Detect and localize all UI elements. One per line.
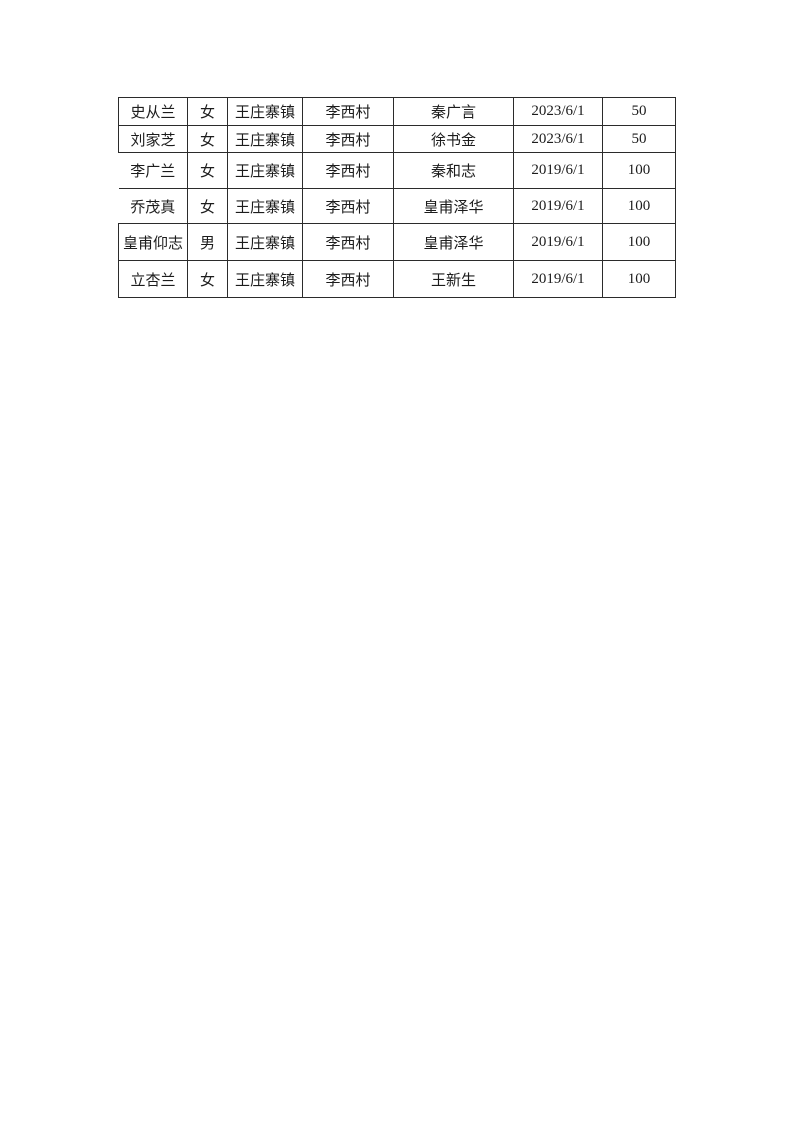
table-row: 乔茂真女王庄寨镇 李西村 皇甫泽华 2019/6/1 100	[118, 188, 676, 224]
person-name-cell: 立杏兰	[118, 260, 188, 298]
date-cell: 2019/6/1	[513, 152, 603, 189]
gender-cell: 女	[187, 260, 228, 298]
town-cell: 王庄寨镇	[227, 152, 303, 189]
gender-cell: 女	[187, 97, 228, 126]
date-cell: 2023/6/1	[513, 97, 603, 126]
village-cell: 李西村	[302, 223, 394, 261]
village-cell: 李西村	[302, 188, 394, 224]
gender-cell: 女	[187, 125, 228, 153]
town-cell: 王庄寨镇	[227, 125, 303, 153]
gender-cell: 女	[187, 152, 228, 189]
table-row: 刘家芝女王庄寨镇 李西村 徐书金 2023/6/1 50	[118, 125, 676, 153]
village-cell: 李西村	[302, 125, 394, 153]
records-table-body: 史从兰女王庄寨镇 李西村 秦广言 2023/6/1 50 刘家芝女王庄寨镇 李西村 徐书金 20…	[118, 97, 676, 298]
related-person-cell: 皇甫泽华	[393, 188, 514, 224]
village-cell: 李西村	[302, 152, 394, 189]
related-person-cell: 徐书金	[393, 125, 514, 153]
related-person-cell: 皇甫泽华	[393, 223, 514, 261]
related-person-cell: 秦和志	[393, 152, 514, 189]
amount-cell: 100	[602, 152, 676, 189]
amount-cell: 50	[602, 125, 676, 153]
person-name-cell: 李广兰	[118, 152, 188, 189]
village-cell: 李西村	[302, 97, 394, 126]
person-name-cell: 刘家芝	[118, 125, 188, 153]
amount-cell: 100	[602, 188, 676, 224]
gender-cell: 男	[187, 223, 228, 261]
person-name-cell: 皇甫仰志	[118, 223, 188, 261]
town-cell: 王庄寨镇	[227, 97, 303, 126]
date-cell: 2019/6/1	[513, 260, 603, 298]
date-cell: 2023/6/1	[513, 125, 603, 153]
date-cell: 2019/6/1	[513, 188, 603, 224]
person-name-cell: 乔茂真	[118, 188, 188, 224]
town-cell: 王庄寨镇	[227, 223, 303, 261]
date-cell: 2019/6/1	[513, 223, 603, 261]
table-row: 史从兰女王庄寨镇 李西村 秦广言 2023/6/1 50	[118, 97, 676, 126]
table-row: 李广兰女王庄寨镇 李西村 秦和志 2019/6/1 100	[118, 152, 676, 189]
person-name-cell: 史从兰	[118, 97, 188, 126]
table-row: 立杏兰女王庄寨镇 李西村 王新生 2019/6/1 100	[118, 260, 676, 298]
village-cell: 李西村	[302, 260, 394, 298]
table-row: 皇甫仰志男王庄寨镇 李西村 皇甫泽华 2019/6/1 100	[118, 223, 676, 261]
amount-cell: 100	[602, 260, 676, 298]
town-cell: 王庄寨镇	[227, 188, 303, 224]
amount-cell: 50	[602, 97, 676, 126]
related-person-cell: 王新生	[393, 260, 514, 298]
gender-cell: 女	[187, 188, 228, 224]
related-person-cell: 秦广言	[393, 97, 514, 126]
town-cell: 王庄寨镇	[227, 260, 303, 298]
amount-cell: 100	[602, 223, 676, 261]
records-table: 史从兰女王庄寨镇 李西村 秦广言 2023/6/1 50 刘家芝女王庄寨镇 李西村 徐书金 20…	[118, 97, 676, 298]
